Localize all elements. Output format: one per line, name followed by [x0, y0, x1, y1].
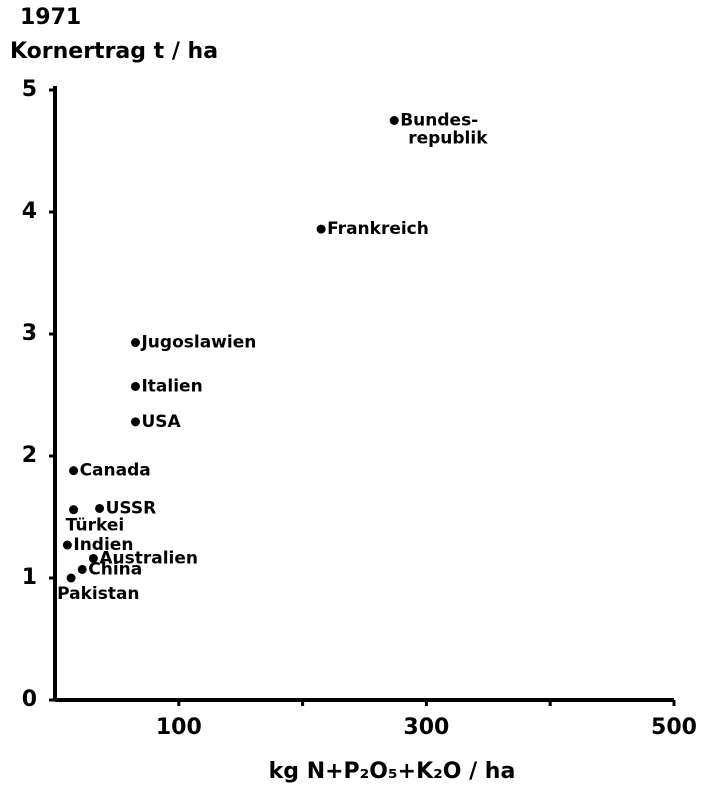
point-label: China	[88, 559, 142, 579]
point	[66, 573, 76, 583]
point	[130, 338, 140, 348]
point-label: Australien	[99, 548, 198, 568]
point	[69, 466, 79, 476]
point	[69, 505, 79, 515]
point	[130, 417, 140, 427]
point	[77, 564, 87, 574]
point	[316, 224, 326, 234]
point	[88, 553, 98, 563]
point-label: Indien	[73, 535, 133, 555]
x-tick-label: 100	[156, 715, 202, 740]
point	[95, 503, 105, 513]
point	[389, 116, 399, 125]
y-tick-label: 0	[22, 687, 37, 712]
y-tick-label: 5	[22, 77, 37, 102]
x-tick-label: 500	[651, 715, 697, 740]
point-label: Italien	[141, 376, 202, 396]
point-label: Jugoslawien	[140, 333, 256, 353]
point-label: USA	[141, 412, 181, 432]
point-label: USSR	[106, 498, 157, 518]
point-label: Bundes-republik	[400, 111, 488, 149]
y-tick-label: 1	[22, 565, 37, 590]
y-tick-label: 4	[22, 199, 37, 224]
point-label: Pakistan	[57, 584, 139, 604]
point-label: Türkei	[66, 516, 125, 536]
x-axis-label: kg N+P₂O₅+K₂O / ha	[269, 759, 516, 784]
point	[130, 381, 140, 391]
point-label: Canada	[80, 461, 151, 481]
y-tick-label: 2	[22, 443, 37, 468]
y-axis-label: Kornertrag t / ha	[10, 39, 218, 64]
y-tick-label: 3	[22, 321, 37, 346]
x-tick-label: 300	[403, 715, 449, 740]
chart-title: 1971	[20, 5, 81, 30]
point	[62, 540, 72, 550]
point-label: Frankreich	[327, 219, 429, 239]
